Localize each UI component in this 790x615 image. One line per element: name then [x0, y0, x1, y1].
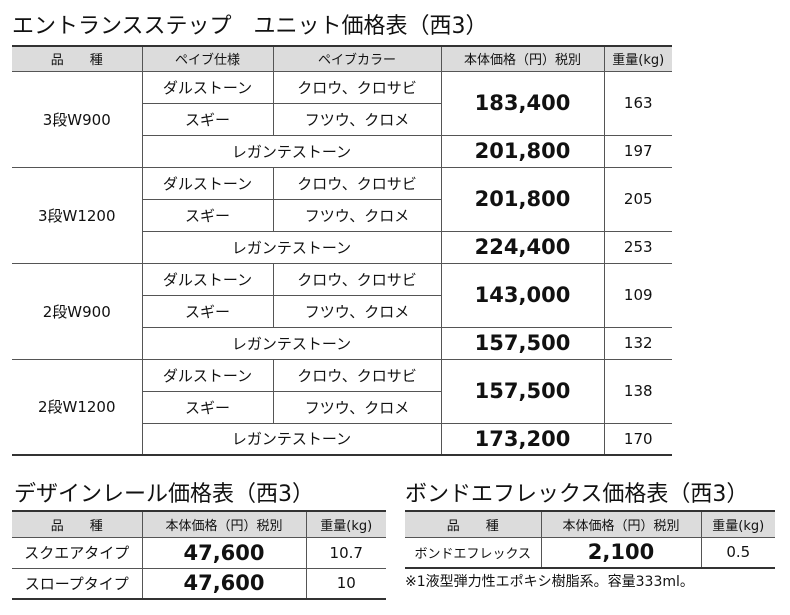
row: 2段W900 ダルストーン クロウ、クロサビ 143,000 109	[12, 262, 672, 360]
row: スギー フツウ、クロメ	[12, 102, 672, 136]
color: クロウ、クロサビ	[272, 70, 442, 104]
spec: スギー	[142, 102, 274, 136]
name: スロープタイプ	[12, 567, 143, 600]
rail-title: デザインレール価格表（西3）	[14, 482, 314, 507]
spec: ダルストーン	[141, 70, 274, 104]
row: スクエアタイプ 47,600 10.7	[12, 536, 386, 569]
weight: 109	[603, 262, 672, 328]
color: フツウ、クロメ	[272, 198, 441, 232]
weight: 253	[603, 230, 672, 264]
group-name: 2段W900	[12, 262, 143, 360]
header-cell: 重量(kg)	[305, 510, 386, 538]
weight: 170	[603, 422, 672, 456]
price: 183,400	[440, 70, 605, 136]
header-row: 品 種本体価格（円）税別 重量(kg)	[405, 510, 775, 538]
row: スロープタイプ 47,600 10	[12, 567, 386, 600]
name: ボンドエフレックス	[405, 536, 542, 569]
row: レガンテストーン 201,800 197	[12, 134, 672, 168]
header-cell: 本体価格（円）税別	[440, 45, 605, 72]
weight: 197	[603, 134, 672, 168]
price: 173,200	[440, 422, 605, 456]
color: フツウ、クロメ	[272, 390, 441, 424]
spec: スギー	[142, 390, 274, 424]
name: スクエアタイプ	[12, 536, 143, 569]
spec: レガンテストーン	[142, 134, 442, 168]
color: フツウ、クロメ	[272, 294, 441, 328]
row: ボンドエフレックス 2,100 0.5	[405, 536, 775, 569]
price: 157,500	[440, 326, 605, 360]
price: 201,800	[440, 134, 605, 168]
row: レガンテストーン 173,200 170	[12, 422, 672, 456]
group-name: 3段W900	[12, 70, 143, 168]
row: 3段W900 ダルストーン クロウ、クロサビ 183,400 163	[12, 70, 672, 168]
price: 47,600	[141, 567, 307, 600]
price: 157,500	[440, 358, 605, 424]
bond-title: ボンドエフレックス価格表（西3）	[405, 482, 749, 507]
header-cell: ペイブカラー	[272, 45, 442, 72]
group-name: 3段W1200	[12, 166, 143, 264]
header-cell: 本体価格（円）税別	[540, 510, 702, 538]
color: クロウ、クロサビ	[272, 358, 442, 392]
main-table: 品 種ペイブ仕様 ペイブカラー 本体価格（円）税別 重量(kg) 3段W900 ダルストー…	[12, 45, 672, 456]
price: 201,800	[440, 166, 605, 232]
spec: レガンテストーン	[142, 230, 442, 264]
spec: スギー	[142, 294, 274, 328]
spec: ダルストーン	[141, 166, 274, 200]
color: フツウ、クロメ	[272, 102, 441, 136]
row: レガンテストーン 157,500 132	[12, 326, 672, 360]
price: 47,600	[141, 536, 307, 569]
spec: ダルストーン	[141, 262, 274, 296]
header-row: 品 種本体価格（円）税別 重量(kg)	[12, 510, 386, 538]
row: スギー フツウ、クロメ	[12, 294, 672, 328]
header-cell: 品 種	[12, 510, 143, 538]
spec: レガンテストーン	[142, 326, 442, 360]
row: スギー フツウ、クロメ	[12, 198, 672, 232]
note: ※1液型弾力性エポキシ樹脂系。容量333ml。	[405, 574, 694, 590]
weight: 0.5	[700, 536, 775, 569]
weight: 10.7	[305, 536, 386, 569]
row: レガンテストーン 224,400 253	[12, 230, 672, 264]
header-cell: ペイブ仕様	[141, 45, 274, 72]
weight: 10	[305, 567, 386, 600]
price: 143,000	[440, 262, 605, 328]
price: 224,400	[440, 230, 605, 264]
row: 2段W1200 ダルストーン クロウ、クロサビ 157,500 138	[12, 358, 672, 456]
weight: 163	[603, 70, 672, 136]
weight: 138	[603, 358, 672, 424]
header-cell: 品 種	[12, 45, 143, 72]
color: クロウ、クロサビ	[272, 262, 442, 296]
row: スギー フツウ、クロメ	[12, 390, 672, 424]
header-row: 品 種ペイブ仕様 ペイブカラー 本体価格（円）税別 重量(kg)	[12, 45, 672, 72]
spec: ダルストーン	[141, 358, 274, 392]
header-cell: 重量(kg)	[700, 510, 775, 538]
spec: レガンテストーン	[142, 422, 442, 456]
weight: 205	[603, 166, 672, 232]
weight: 132	[603, 326, 672, 360]
spec: スギー	[142, 198, 274, 232]
header-cell: 重量(kg)	[603, 45, 672, 72]
group-name: 2段W1200	[12, 358, 143, 456]
color: クロウ、クロサビ	[272, 166, 442, 200]
price: 2,100	[540, 536, 702, 569]
bond-table: 品 種本体価格（円）税別 重量(kg) ボンドエフレックス 2,100 0.5	[405, 510, 775, 569]
row: 3段W1200 ダルストーン クロウ、クロサビ 201,800 205	[12, 166, 672, 264]
header-cell: 品 種	[405, 510, 542, 538]
main-title: エントランスステップ ユニット価格表（西3）	[12, 14, 488, 39]
rail-table: 品 種本体価格（円）税別 重量(kg) スクエアタイプ 47,600 10.7 スロープタ…	[12, 510, 386, 600]
header-cell: 本体価格（円）税別	[141, 510, 307, 538]
